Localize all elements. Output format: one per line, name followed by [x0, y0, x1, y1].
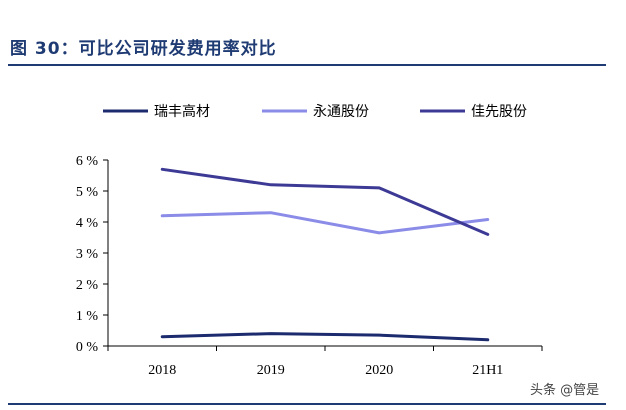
title-divider	[8, 64, 606, 66]
chart-series	[160, 167, 490, 342]
x-tick-label: 2020	[365, 363, 393, 378]
y-tick-label: 2 %	[76, 278, 99, 293]
series-line	[160, 167, 490, 236]
legend-label: 瑞丰高材	[154, 103, 210, 120]
legend-label: 永通股份	[313, 104, 369, 120]
x-tick-label: 2018	[148, 363, 176, 378]
series-line	[160, 211, 490, 235]
y-tick-label: 0 %	[76, 340, 99, 355]
x-tick-label: 21H1	[472, 363, 503, 378]
chart-axes: 0 % 1 % 2 % 3 % 4 % 5 % 6 % 2018 2019 2020 21H1	[76, 154, 543, 378]
watermark-text: 头条 @管是	[530, 382, 599, 398]
y-tick-label: 1 %	[76, 309, 99, 324]
x-tick-label: 2019	[257, 363, 285, 378]
y-tick-label: 5 %	[76, 185, 99, 200]
legend-label: 佳先股份	[471, 104, 527, 120]
y-tick-label: 6 %	[76, 154, 99, 169]
y-tick-label: 4 %	[76, 216, 99, 231]
figure-title: 图 30：可比公司研发费用率对比	[10, 39, 277, 59]
footer-divider	[8, 403, 606, 405]
series-line	[160, 332, 490, 342]
y-tick-label: 3 %	[76, 247, 99, 262]
chart-legend: 瑞丰高材 永通股份 佳先股份	[103, 103, 527, 120]
